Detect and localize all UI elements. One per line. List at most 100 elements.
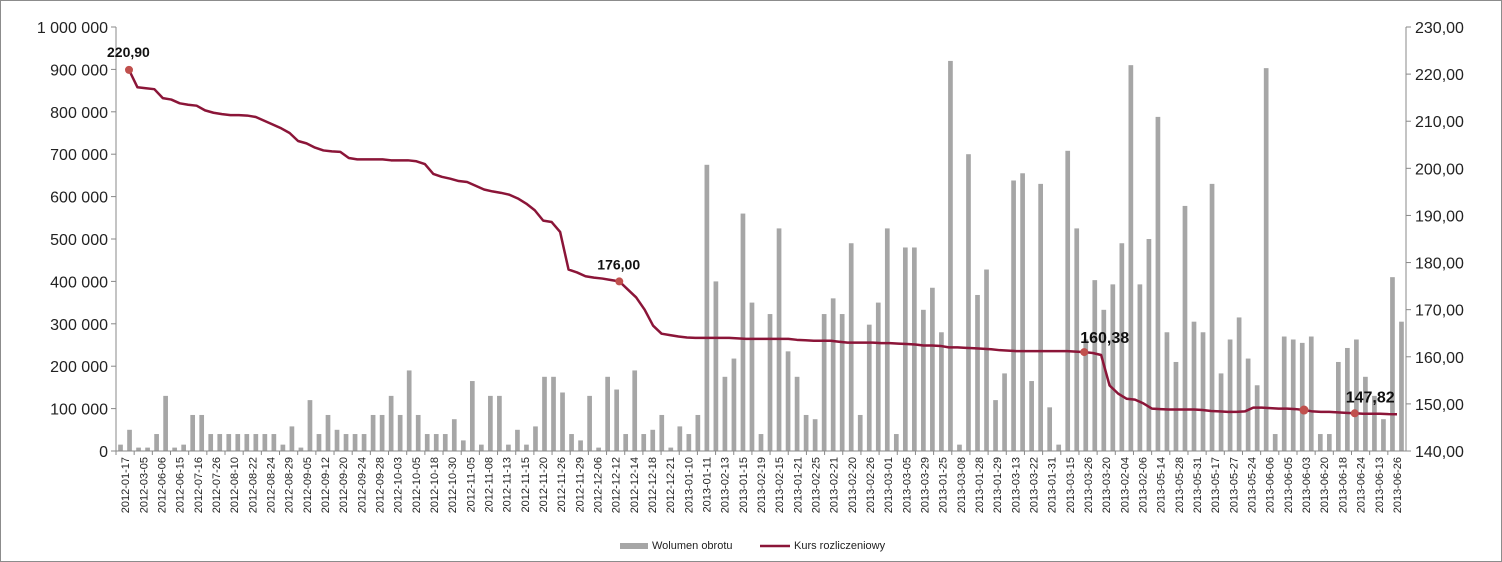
x-tick-label: 2013-06-03	[1301, 457, 1313, 513]
x-tick-label: 2013-05-27	[1228, 457, 1240, 513]
legend-label-volume: Wolumen obrotu	[652, 540, 733, 552]
volume-bar	[605, 377, 610, 451]
volume-bar	[181, 445, 186, 451]
volume-bar	[686, 434, 691, 451]
volume-bar	[1147, 239, 1152, 451]
volume-bar	[804, 415, 809, 451]
price-point-marker	[125, 66, 133, 74]
volume-bar	[1110, 284, 1115, 451]
x-tick-label: 2012-08-29	[284, 457, 296, 513]
x-tick-label: 2012-11-26	[556, 457, 568, 512]
volume-bar	[650, 430, 655, 451]
volume-bar	[1074, 228, 1079, 451]
volume-bar	[696, 415, 701, 451]
x-tick-label: 2013-02-19	[756, 457, 768, 513]
volume-bar	[470, 381, 475, 451]
x-tick-label: 2012-12-12	[611, 457, 623, 513]
x-tick-label: 2013-01-25	[938, 457, 950, 513]
x-tick-label: 2013-02-15	[774, 457, 786, 513]
volume-bar	[416, 415, 421, 451]
volume-bar	[632, 370, 637, 451]
x-tick-label: 2012-12-18	[647, 457, 659, 513]
x-tick-label: 2013-06-13	[1374, 457, 1386, 513]
volume-bar	[1083, 339, 1088, 451]
volume-bar	[380, 415, 385, 451]
x-tick-label: 2012-12-14	[629, 457, 641, 513]
x-tick-label: 2013-06-26	[1392, 457, 1404, 513]
volume-bar	[849, 243, 854, 451]
volume-bar	[1119, 243, 1124, 451]
x-tick-label: 2013-03-22	[1029, 457, 1041, 513]
volume-bar	[1291, 339, 1296, 451]
volume-bar	[912, 247, 917, 451]
volume-bar	[551, 377, 556, 451]
x-tick-label: 2013-03-29	[920, 457, 932, 513]
x-tick-label: 2013-02-25	[811, 457, 823, 513]
volume-bar	[461, 440, 466, 451]
x-tick-label: 2013-02-21	[829, 457, 841, 513]
left-tick-label: 0	[99, 444, 108, 461]
volume-bar	[326, 415, 331, 451]
volume-bar	[596, 448, 601, 451]
right-tick-label: 180,00	[1415, 256, 1464, 273]
x-tick-label: 2013-01-29	[992, 457, 1004, 513]
x-tick-label: 2013-02-04	[1119, 457, 1131, 513]
volume-bar	[127, 430, 132, 451]
x-tick-label: 2012-10-30	[447, 457, 459, 513]
x-tick-label: 2013-06-20	[1319, 457, 1331, 513]
x-tick-label: 2012-12-21	[665, 457, 677, 513]
volume-bar	[1201, 332, 1206, 451]
volume-bar	[1237, 317, 1242, 451]
volume-bar	[452, 419, 457, 451]
volume-bar	[542, 377, 547, 451]
legend-label-price: Kurs rozliczeniowy	[794, 540, 886, 552]
volume-bar	[136, 448, 141, 451]
right-tick-label: 160,00	[1415, 350, 1464, 367]
volume-bar	[281, 445, 286, 451]
x-tick-label: 2013-05-24	[1247, 457, 1259, 513]
x-tick-label: 2013-03-15	[1065, 457, 1077, 513]
volume-bar	[235, 434, 240, 451]
x-tick-label: 2012-10-18	[429, 457, 441, 513]
volume-bar	[723, 377, 728, 451]
x-tick-label: 2013-06-18	[1337, 457, 1349, 513]
volume-bar	[1020, 173, 1025, 451]
x-tick-label: 2013-03-01	[883, 457, 895, 513]
volume-bar	[425, 434, 430, 451]
volume-bar	[659, 415, 664, 451]
x-tick-label: 2012-09-12	[320, 457, 332, 513]
x-tick-label: 2012-01-17	[120, 457, 132, 513]
volume-bar	[1390, 277, 1395, 451]
volume-bar	[1246, 359, 1251, 451]
volume-bar	[290, 426, 295, 451]
volume-bar	[894, 434, 899, 451]
volume-bar	[308, 400, 313, 451]
volume-bar	[930, 288, 935, 451]
x-tick-label: 2013-06-06	[1265, 457, 1277, 513]
x-tick-label: 2012-09-05	[302, 457, 314, 513]
volume-bar	[154, 434, 159, 451]
x-tick-label: 2013-02-06	[1138, 457, 1150, 513]
volume-bar	[208, 434, 213, 451]
volume-bar	[1065, 151, 1070, 451]
x-tick-label: 2013-05-17	[1210, 457, 1222, 513]
x-tick-label: 2013-01-11	[701, 457, 713, 512]
x-tick-label: 2012-06-06	[156, 457, 168, 513]
volume-bar	[190, 415, 195, 451]
left-tick-label: 1 000 000	[37, 20, 108, 37]
volume-bar	[371, 415, 376, 451]
volume-bar	[569, 434, 574, 451]
x-tick-label: 2012-09-20	[338, 457, 350, 513]
x-tick-label: 2012-11-08	[483, 457, 495, 512]
volume-bar	[353, 434, 358, 451]
volume-bar	[1165, 332, 1170, 451]
volume-bar	[903, 247, 908, 451]
volume-bar	[217, 434, 222, 451]
volume-bar	[614, 390, 619, 451]
x-tick-label: 2013-06-05	[1283, 457, 1295, 513]
volume-bar	[263, 434, 268, 451]
volume-bar	[479, 445, 484, 451]
price-point-marker	[1351, 409, 1359, 417]
volume-bar	[984, 270, 989, 451]
